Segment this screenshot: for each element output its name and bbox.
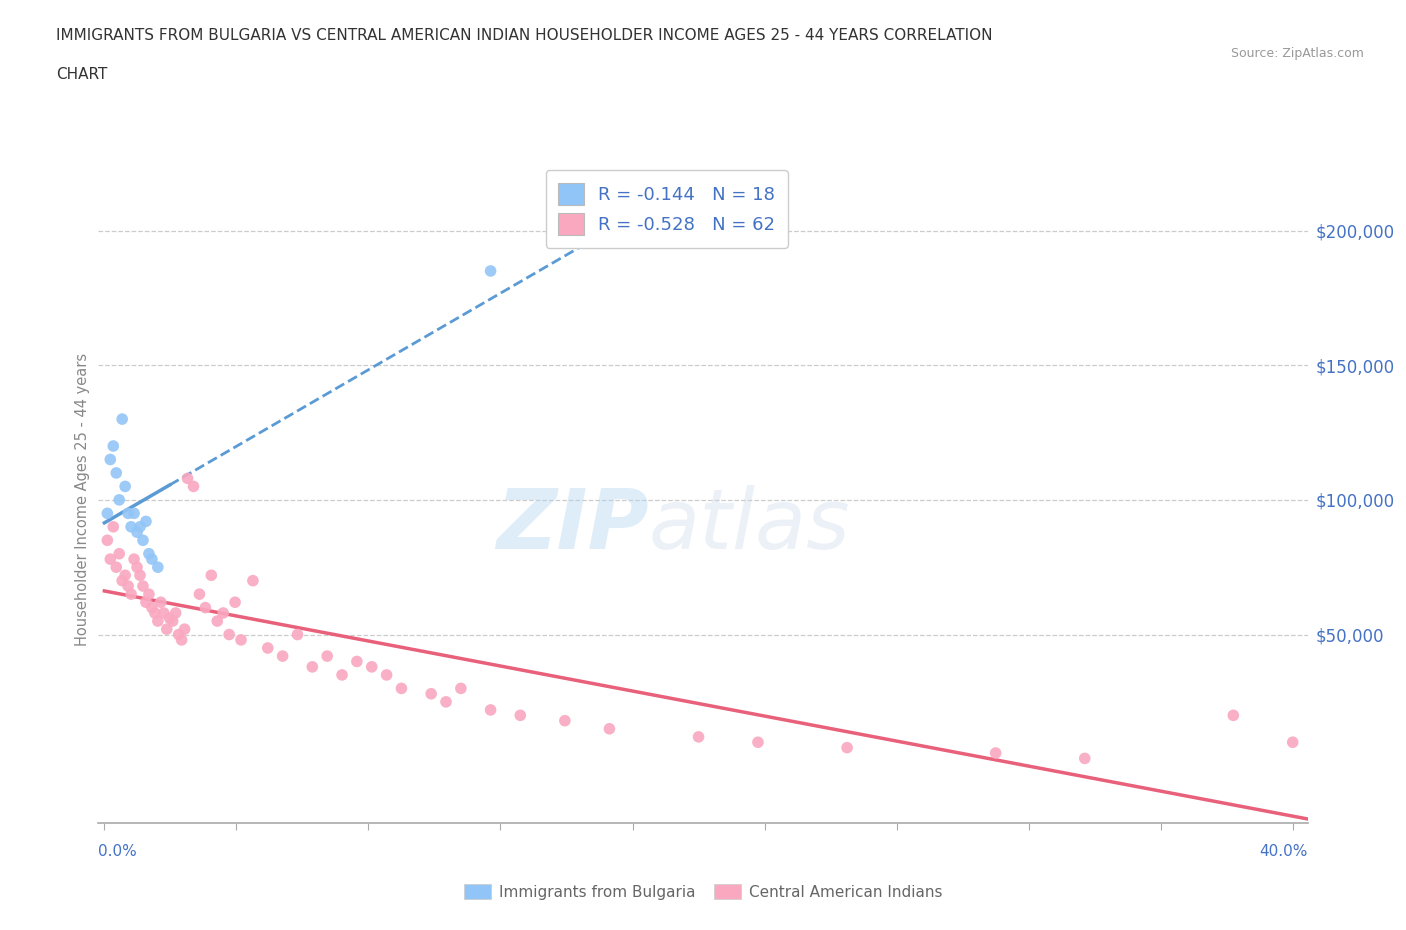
Legend: Immigrants from Bulgaria, Central American Indians: Immigrants from Bulgaria, Central Americ… — [457, 877, 949, 906]
Point — [105, 466, 128, 481]
Point — [200, 568, 222, 583]
Point — [316, 648, 339, 663]
Text: ZIP: ZIP — [496, 485, 648, 566]
Point — [1222, 708, 1244, 723]
Point — [132, 578, 155, 593]
Point — [114, 568, 136, 583]
Point — [1281, 735, 1303, 750]
Point — [105, 560, 128, 575]
Point — [96, 506, 118, 521]
Point — [346, 654, 368, 669]
Point — [132, 533, 155, 548]
Point — [117, 578, 139, 593]
Point — [598, 722, 620, 737]
Point — [138, 587, 160, 602]
Point — [984, 746, 1007, 761]
Point — [391, 681, 413, 696]
Point — [111, 573, 134, 588]
Point — [129, 568, 152, 583]
Point — [183, 479, 205, 494]
Point — [159, 611, 181, 626]
Point — [117, 506, 139, 521]
Point — [167, 627, 190, 642]
Text: 0.0%: 0.0% — [98, 844, 138, 859]
Point — [165, 605, 187, 620]
Point — [120, 587, 142, 602]
Point — [108, 546, 131, 561]
Point — [229, 632, 252, 647]
Text: CHART: CHART — [56, 67, 108, 82]
Text: 40.0%: 40.0% — [1260, 844, 1308, 859]
Point — [146, 560, 169, 575]
Point — [218, 627, 240, 642]
Point — [330, 668, 353, 683]
Point — [450, 681, 472, 696]
Point — [162, 614, 184, 629]
Point — [108, 493, 131, 508]
Point — [129, 519, 152, 534]
Point — [138, 546, 160, 561]
Text: atlas: atlas — [648, 485, 851, 566]
Point — [287, 627, 309, 642]
Point — [242, 573, 264, 588]
Point — [176, 471, 198, 485]
Point — [207, 614, 229, 629]
Point — [835, 740, 858, 755]
Point — [111, 412, 134, 427]
Point — [122, 506, 145, 521]
Point — [256, 641, 278, 656]
Point — [98, 452, 121, 467]
Point — [554, 713, 576, 728]
Text: IMMIGRANTS FROM BULGARIA VS CENTRAL AMERICAN INDIAN HOUSEHOLDER INCOME AGES 25 -: IMMIGRANTS FROM BULGARIA VS CENTRAL AMER… — [56, 28, 993, 43]
Point — [103, 519, 125, 534]
Point — [212, 605, 235, 620]
Point — [152, 605, 174, 620]
Point — [420, 686, 443, 701]
Y-axis label: Householder Income Ages 25 - 44 years: Householder Income Ages 25 - 44 years — [75, 353, 90, 646]
Point — [1074, 751, 1097, 766]
Point — [141, 551, 163, 566]
Point — [143, 605, 166, 620]
Point — [479, 263, 502, 278]
Point — [114, 479, 136, 494]
Point — [173, 622, 195, 637]
Point — [271, 648, 294, 663]
Point — [149, 595, 172, 610]
Point — [194, 600, 217, 615]
Point — [146, 614, 169, 629]
Point — [375, 668, 398, 683]
Point — [135, 595, 157, 610]
Point — [188, 587, 211, 602]
Point — [509, 708, 531, 723]
Point — [479, 702, 502, 717]
Point — [170, 632, 193, 647]
Point — [141, 600, 163, 615]
Point — [103, 439, 125, 454]
Point — [122, 551, 145, 566]
Point — [125, 560, 148, 575]
Point — [360, 659, 382, 674]
Point — [98, 551, 121, 566]
Point — [224, 595, 246, 610]
Point — [125, 525, 148, 539]
Text: Source: ZipAtlas.com: Source: ZipAtlas.com — [1230, 46, 1364, 60]
Point — [434, 695, 457, 710]
Point — [156, 622, 179, 637]
Point — [96, 533, 118, 548]
Point — [688, 729, 710, 744]
Point — [747, 735, 769, 750]
Point — [301, 659, 323, 674]
Point — [135, 514, 157, 529]
Point — [120, 519, 142, 534]
Legend: R = -0.144   N = 18, R = -0.528   N = 62: R = -0.144 N = 18, R = -0.528 N = 62 — [546, 170, 787, 247]
